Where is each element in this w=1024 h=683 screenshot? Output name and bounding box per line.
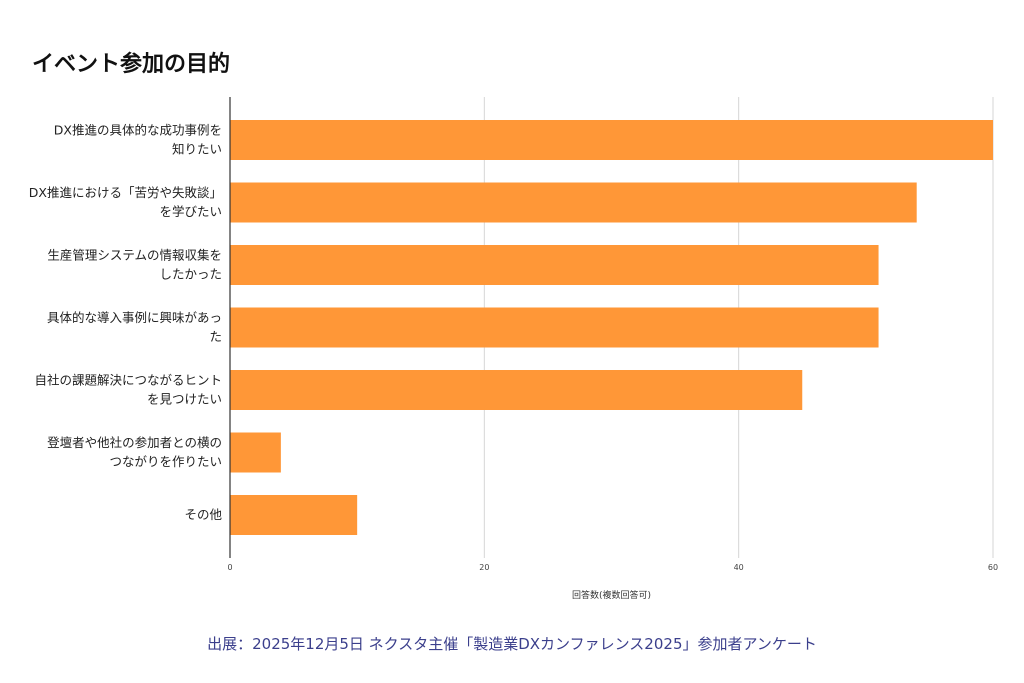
x-tick-label: 20 [479,563,489,572]
category-label: 登壇者や他社の参加者との横の [47,435,222,450]
category-label: を学びたい [159,204,222,219]
source-note: 出展：2025年12月5日 ネクスタ主催「製造業DXカンファレンス2025」参加… [207,635,817,653]
category-label: 知りたい [172,142,222,157]
category-label: その他 [184,507,222,522]
category-label: 自社の課題解決につながるヒント [34,373,222,388]
x-tick-label: 40 [734,563,744,572]
bar [230,370,803,410]
bar [230,432,281,473]
category-label: 具体的な導入事例に興味があっ [47,310,222,325]
x-tick-label: 60 [988,563,998,572]
category-label: つながりを作りたい [109,454,222,469]
x-tick-label: 0 [227,563,232,572]
category-label: た [209,329,222,344]
bar [230,182,917,223]
category-label: したかった [159,267,222,282]
bar [230,307,879,348]
chart-title: イベント参加の目的 [32,52,231,77]
x-axis-label: 回答数(複数回答可) [572,589,651,601]
category-label: を見つけたい [147,392,222,407]
category-label: DX推進における「苦労や失敗談」 [29,185,222,200]
bar [230,495,358,535]
bar [230,120,993,160]
category-label: DX推進の具体的な成功事例を [54,123,222,138]
bar [230,245,879,285]
category-label: 生産管理システムの情報収集を [47,248,222,263]
